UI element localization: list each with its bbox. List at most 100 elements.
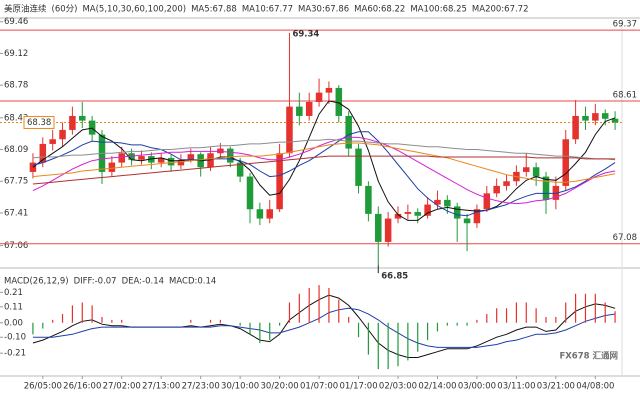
candle-body: [325, 87, 333, 93]
candle-body: [167, 157, 175, 166]
watermark: FX678 汇通网: [559, 351, 618, 362]
candle-body: [355, 148, 362, 186]
ma-line: [32, 131, 616, 217]
candle-body: [227, 148, 234, 163]
candle-body: [365, 185, 372, 214]
candle-body: [523, 167, 530, 172]
candle-body: [345, 115, 352, 149]
low-annotation: 66.85: [381, 272, 408, 282]
header-label: DEA:-0.14: [122, 277, 164, 287]
y-tick-label: 0.00: [4, 318, 23, 328]
high-annotation: 69.34: [292, 29, 319, 39]
y-tick-label: 67.06: [4, 241, 28, 251]
candle-body: [177, 159, 185, 166]
x-tick-label: 01/07:00: [300, 382, 338, 392]
candle-body: [473, 209, 481, 224]
candle-body: [404, 212, 412, 214]
candle-body: [118, 153, 125, 163]
candle-body: [434, 199, 441, 205]
candle-body: [453, 206, 461, 219]
y-tick-label: 68.78: [4, 81, 28, 91]
level-label: 68.61: [613, 91, 637, 101]
candle-body: [79, 115, 86, 121]
candle-body: [562, 139, 569, 186]
x-tick-label: 04/08:00: [576, 382, 614, 392]
candle-body: [532, 167, 540, 177]
candle-body: [256, 209, 264, 219]
x-tick-label: 30/20:00: [261, 382, 299, 392]
x-tick-label: 03/11:00: [497, 382, 535, 392]
candle-body: [503, 181, 510, 186]
y-tick-label: 69.12: [4, 49, 28, 59]
header-label: 美原油连续: [4, 4, 47, 15]
candle-body: [582, 115, 589, 121]
last-price-box: [23, 115, 55, 129]
candle-body: [483, 193, 491, 210]
candle-body: [39, 143, 47, 163]
candle-body: [296, 106, 303, 116]
candle-body: [375, 213, 382, 242]
last-price-label: 68.38: [27, 118, 51, 128]
candle-body: [572, 115, 579, 140]
candle-body: [463, 218, 471, 224]
candle-body: [69, 115, 76, 130]
header-label: MA(5,10,30,60,100,200): [82, 5, 186, 15]
candle-body: [424, 204, 431, 216]
candle-body: [394, 213, 402, 219]
header-label: MA100:68.25: [410, 5, 467, 15]
ma-line: [32, 136, 616, 205]
candle-body: [246, 176, 254, 210]
candle-body: [601, 113, 609, 119]
x-tick-label: 27/13:00: [142, 382, 180, 392]
header-label: DIFF:-0.07: [74, 277, 117, 287]
header-label: MACD:0.14: [169, 277, 216, 287]
y-tick-label: -0.21: [4, 349, 26, 359]
x-tick-label: 26/05:00: [24, 382, 62, 392]
candle-body: [335, 87, 343, 116]
header-label: MACD(26,12,9): [4, 277, 69, 287]
y-tick-label: -0.10: [4, 333, 26, 343]
candle-body: [384, 218, 392, 242]
ma-line: [32, 155, 616, 185]
candle-body: [305, 101, 313, 116]
candle-body: [276, 153, 283, 210]
candle-body: [236, 162, 244, 177]
y-tick-label: 0.11: [4, 302, 23, 312]
candle-body: [138, 156, 145, 160]
candle-body: [157, 157, 165, 163]
header-label: MA30:67.86: [298, 5, 349, 15]
header-label: MA10:67.77: [242, 5, 293, 15]
candle-body: [266, 209, 273, 219]
candle-body: [59, 129, 66, 140]
candle-body: [542, 176, 550, 200]
candle-body: [414, 212, 421, 216]
candle-body: [592, 113, 599, 121]
x-tick-label: 02/03:00: [379, 382, 417, 392]
candle-body: [493, 185, 500, 194]
ma-line: [32, 138, 616, 161]
candle-body: [444, 199, 451, 207]
x-tick-label: 01/17:00: [339, 382, 377, 392]
x-tick-label: 27/02:00: [103, 382, 141, 392]
header-label: (60分): [52, 5, 78, 15]
macd-line: [32, 307, 616, 348]
x-tick-label: 26/16:00: [63, 382, 101, 392]
header-label: MA5:67.88: [191, 5, 237, 15]
y-tick-label: 68.43: [4, 113, 28, 123]
candle-body: [187, 154, 195, 160]
x-tick-label: 27/23:00: [182, 382, 220, 392]
y-tick-label: 69.46: [4, 17, 28, 27]
ma-line: [32, 142, 616, 183]
y-tick-label: 0.21: [4, 288, 23, 298]
y-tick-label: 67.41: [4, 208, 28, 218]
x-tick-label: 03/00:00: [458, 382, 496, 392]
ma-line: [32, 100, 616, 221]
candle-body: [49, 139, 56, 144]
x-tick-label: 03/21:00: [537, 382, 575, 392]
y-tick-label: 67.75: [4, 177, 28, 187]
x-tick-label: 30/10:00: [221, 382, 259, 392]
candle-body: [611, 118, 619, 123]
header-label: MA60:68.22: [354, 5, 405, 15]
